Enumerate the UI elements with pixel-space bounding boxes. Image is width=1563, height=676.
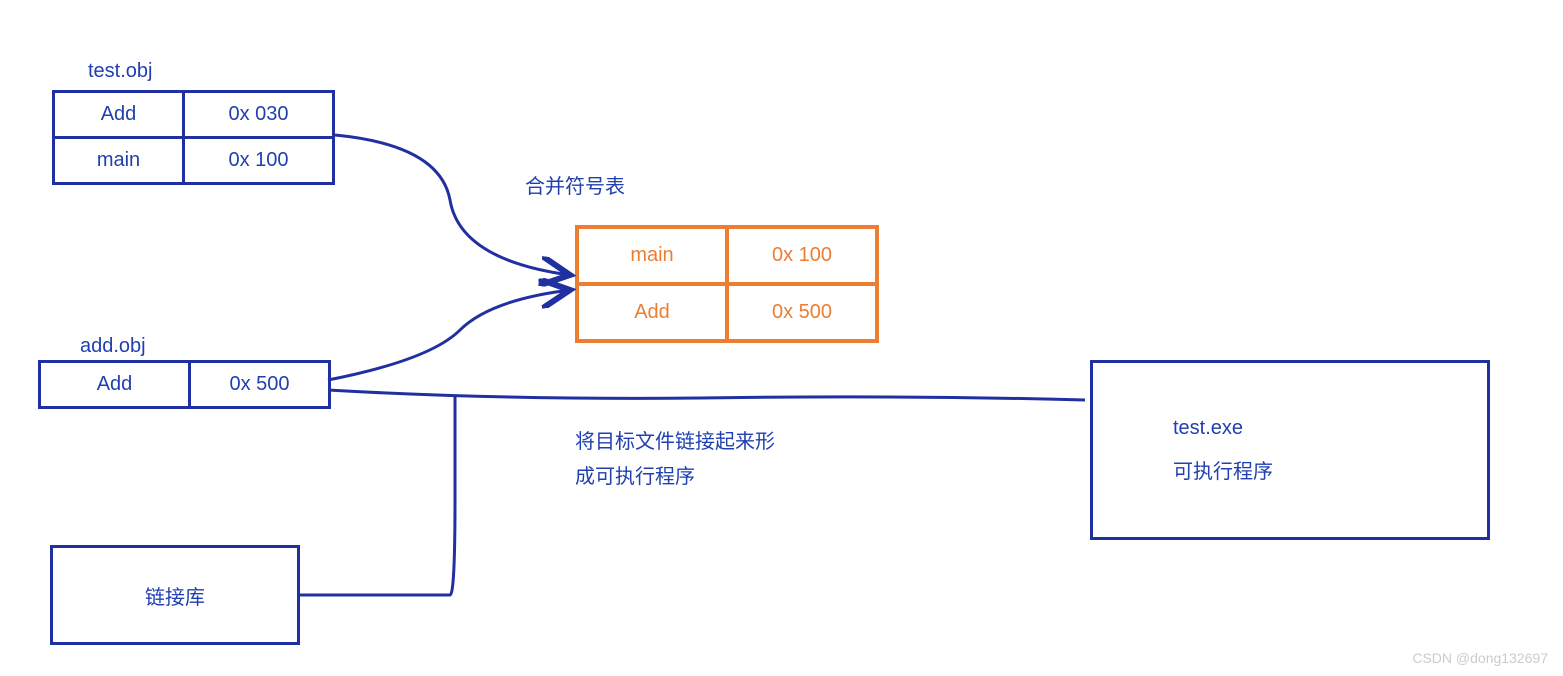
test-obi-table: Add 0x 030 main 0x 100 [52, 90, 335, 185]
merge-label: 合并符号表 [525, 170, 625, 199]
add-obi-table: Add 0x 500 [38, 360, 331, 409]
link-lib-label: 链接库 [145, 581, 205, 610]
link-lib-box: 链接库 [50, 545, 300, 645]
merged-table: main 0x 100 Add 0x 500 [575, 225, 879, 343]
watermark: CSDN @dong132697 [1412, 650, 1548, 666]
symbol-cell: Add [577, 284, 727, 341]
symbol-cell: main [54, 138, 184, 184]
add-obi-title: add.obj [80, 335, 146, 358]
addr-cell: 0x 030 [184, 92, 334, 138]
symbol-cell: main [577, 227, 727, 284]
arrow-to-output [328, 390, 1085, 400]
table-row: Add 0x 500 [40, 362, 330, 408]
table-row: Add 0x 030 [54, 92, 334, 138]
addr-cell: 0x 100 [727, 227, 877, 284]
output-filename: test.exe [1173, 417, 1243, 440]
symbol-cell: Add [40, 362, 190, 408]
link-desc-line1: 将目标文件链接起来形 [575, 425, 775, 454]
addr-cell: 0x 100 [184, 138, 334, 184]
arrow-test-to-merged [335, 135, 570, 275]
output-desc: 可执行程序 [1173, 455, 1273, 484]
test-obi-title: test.obj [88, 60, 152, 83]
table-row: main 0x 100 [54, 138, 334, 184]
symbol-cell: Add [54, 92, 184, 138]
addr-cell: 0x 500 [190, 362, 330, 408]
output-box: test.exe 可执行程序 [1090, 360, 1490, 540]
table-row: Add 0x 500 [577, 284, 877, 341]
addr-cell: 0x 500 [727, 284, 877, 341]
link-desc-line2: 成可执行程序 [575, 460, 695, 489]
arrow-add-to-merged [328, 290, 570, 380]
table-row: main 0x 100 [577, 227, 877, 284]
arrow-linklib-to-main [300, 395, 455, 595]
